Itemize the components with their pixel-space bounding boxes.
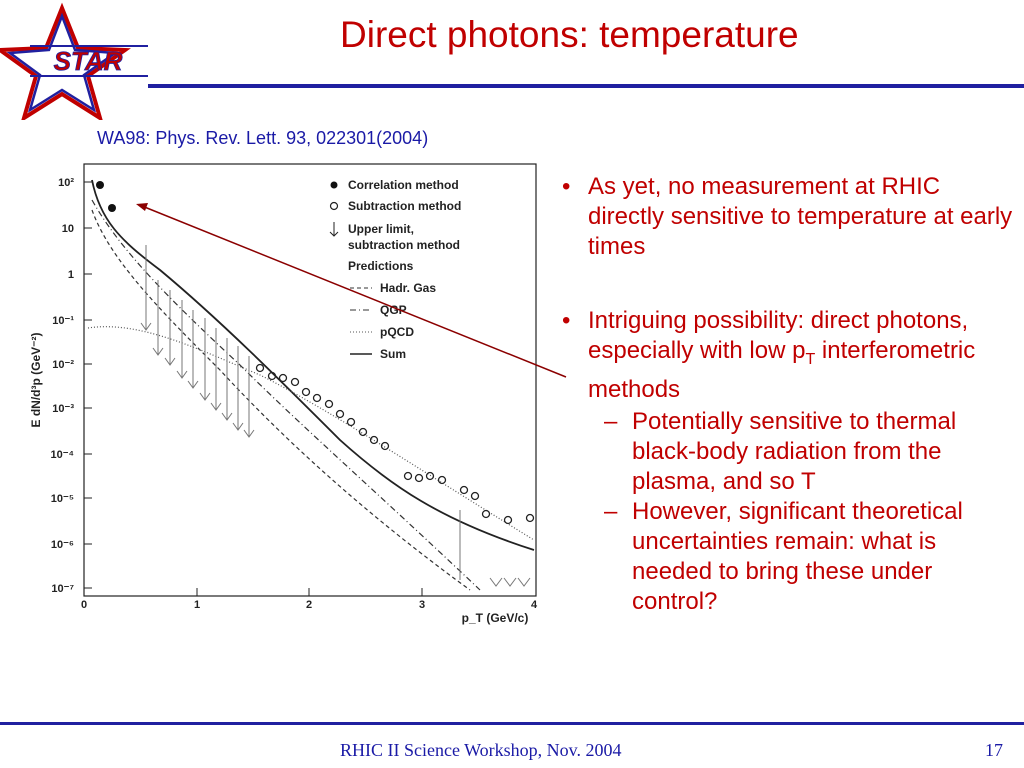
sub-bullet-marker: – — [604, 407, 618, 435]
bullet-item: • As yet, no measurement at RHIC directl… — [560, 172, 1020, 262]
plot-frame — [83, 163, 537, 597]
sub-bullet-item: – However, significant theoretical uncer… — [560, 497, 1020, 617]
legend-item: Upper limit, — [348, 222, 414, 236]
logo-text: STAR — [54, 46, 123, 76]
subscript-t: T — [805, 350, 816, 368]
upper-limit-arrows — [140, 245, 531, 587]
y-tick: 10⁻⁶ — [51, 539, 74, 551]
sub-bullet-text: Potentially sensitive to thermal black-b… — [632, 407, 957, 495]
footer-text: RHIC II Science Workshop, Nov. 2004 — [340, 740, 622, 760]
x-tick: 1 — [194, 599, 200, 611]
legend-item: Correlation method — [348, 178, 459, 192]
legend-item: pQCD — [380, 325, 414, 339]
bullet-list: • As yet, no measurement at RHIC directl… — [560, 172, 1020, 617]
bullet-marker: • — [562, 173, 571, 200]
bullet-item: • Intriguing possibility: direct photons… — [560, 306, 1020, 405]
page-number: 17 — [985, 740, 1003, 760]
y-tick: 10⁻¹ — [52, 315, 74, 327]
sum-curve — [91, 179, 535, 551]
legend-item: Subtraction method — [348, 199, 461, 213]
y-tick: 10⁻⁴ — [51, 449, 74, 461]
y-tick: 10⁻³ — [52, 403, 74, 415]
bullet-text: As yet, no measurement at RHIC directly … — [588, 173, 1013, 260]
y-tick: 1 — [68, 269, 74, 281]
legend-item: QGP — [380, 303, 407, 317]
x-tick: 4 — [531, 599, 538, 611]
bullet-text: Intriguing possibility: direct photons, … — [588, 307, 969, 364]
x-tick: 3 — [419, 599, 425, 611]
slide-title: Direct photons: temperature — [340, 14, 799, 55]
legend-item: Hadr. Gas — [380, 281, 436, 295]
bullet-marker: • — [562, 307, 571, 334]
y-axis-label: E dN/d³p (GeV⁻²) — [29, 333, 43, 428]
footer-divider — [0, 722, 1024, 725]
legend-item: subtraction method — [348, 238, 460, 252]
legend-item: Predictions — [348, 259, 414, 273]
bullet-text-cont: interferometric methods — [588, 337, 976, 403]
subtraction-points — [255, 363, 535, 525]
hadr-gas-curve — [91, 209, 471, 591]
qgp-curve — [91, 199, 481, 591]
y-tick: 10 — [62, 223, 74, 235]
x-axis-label: p_T (GeV/c) — [462, 611, 529, 625]
legend-item: Sum — [380, 347, 406, 361]
star-logo: STAR — [0, 2, 148, 120]
photon-spectrum-figure: E dN/d³p (GeV⁻²) 10² 10 1 10⁻¹ 10⁻² 10⁻³… — [29, 163, 538, 625]
y-tick: 10⁻⁵ — [51, 493, 74, 505]
sub-bullet-text: However, significant theoretical uncerta… — [632, 497, 963, 615]
sub-bullet-marker: – — [604, 497, 618, 525]
y-tick: 10² — [58, 177, 74, 189]
correlation-points — [96, 181, 116, 212]
title-divider — [148, 84, 1024, 88]
x-tick: 2 — [306, 599, 312, 611]
y-tick: 10⁻⁷ — [51, 583, 74, 595]
y-tick: 10⁻² — [52, 359, 74, 371]
reference-citation: WA98: Phys. Rev. Lett. 93, 022301(2004) — [97, 128, 429, 148]
plot-legend: Correlation method Subtraction method Up… — [329, 178, 461, 361]
x-tick: 0 — [81, 599, 87, 611]
sub-bullet-item: – Potentially sensitive to thermal black… — [560, 407, 1020, 497]
